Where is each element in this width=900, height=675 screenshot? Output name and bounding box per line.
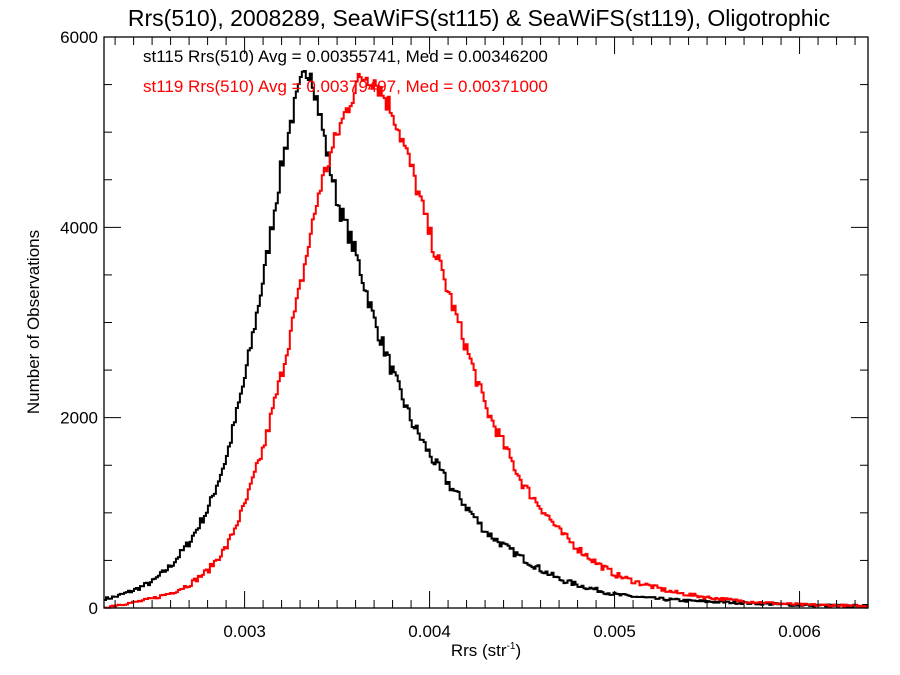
x-axis-label-main: Rrs (str	[451, 641, 507, 660]
histogram-series-st119	[104, 72, 869, 609]
histogram-series-st115	[104, 70, 869, 608]
y-tick-label: 6000	[60, 28, 98, 47]
legend-annotation-st119: st119 Rrs(510) Avg = 0.00379497, Med = 0…	[143, 77, 548, 96]
x-axis-label-superscript: -1	[507, 641, 516, 652]
x-tick-label: 0.003	[223, 622, 266, 641]
x-tick-label: 0.006	[778, 622, 821, 641]
chart-title: Rrs(510), 2008289, SeaWiFS(st115) & SeaW…	[128, 5, 830, 31]
x-tick-label: 0.004	[408, 622, 451, 641]
plot-frame	[103, 36, 869, 609]
axes-layer: 0.003 0.004 0.005 0.006 0 2000 4000 6000	[60, 28, 869, 641]
x-axis-label: Rrs (str-1)	[451, 641, 521, 660]
legend-annotation-st115: st115 Rrs(510) Avg = 0.00355741, Med = 0…	[143, 47, 548, 66]
series-layer	[104, 70, 869, 609]
y-tick-label: 4000	[60, 218, 98, 237]
x-axis-label-suffix: )	[515, 641, 521, 660]
y-axis-label: Number of Observations	[24, 230, 43, 414]
y-tick-label: 2000	[60, 409, 98, 428]
x-tick-label: 0.005	[593, 622, 636, 641]
y-tick-label: 0	[89, 599, 98, 618]
